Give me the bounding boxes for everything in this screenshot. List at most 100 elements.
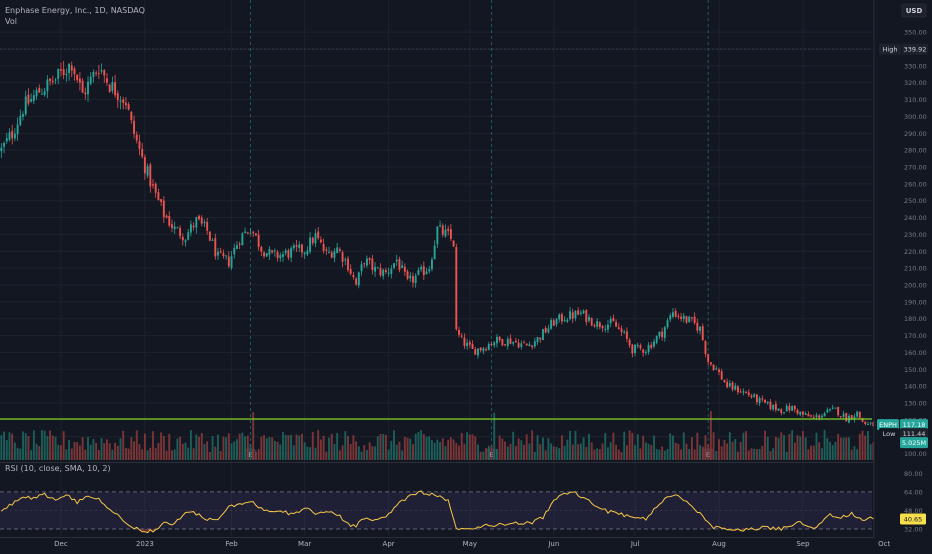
candle-body [195, 217, 198, 228]
candle-body [0, 147, 3, 152]
rsi-value-label: 40.65 [904, 515, 923, 523]
volume-bar [330, 433, 333, 460]
candle-body [225, 255, 228, 257]
time-tick-label: Jun [547, 540, 559, 548]
volume-bar [501, 438, 504, 460]
volume-bar [206, 441, 209, 460]
volume-bar [284, 434, 287, 460]
candle-body [498, 336, 501, 341]
price-tick-label: 230.00 [904, 231, 927, 239]
volume-bar [8, 432, 11, 460]
volume-bar [192, 448, 195, 460]
volume-bar [16, 447, 19, 460]
volume-bar [176, 438, 179, 460]
volume-bar [165, 450, 168, 460]
price-tick-label: 320.00 [904, 79, 927, 87]
candle-body [301, 244, 303, 253]
candle-body [43, 91, 46, 95]
volume-bar [479, 451, 482, 460]
volume-bar [604, 432, 607, 460]
candle-body [726, 381, 729, 388]
candle-body [485, 349, 488, 351]
volume-bar [723, 439, 726, 460]
candle-body [206, 222, 209, 231]
volume-bar [509, 443, 512, 460]
candle-body [41, 93, 43, 95]
volume-bar [51, 435, 54, 460]
volume-bar [793, 442, 796, 460]
volume-bar [92, 438, 95, 460]
volume-bar [571, 444, 574, 460]
time-tick-label: Feb [225, 540, 238, 548]
candle-body [130, 111, 133, 121]
candle-body [682, 315, 685, 320]
candle-body [574, 311, 577, 319]
volume-bar [46, 435, 49, 460]
candle-body [325, 249, 328, 251]
candle-body [244, 231, 247, 233]
volume-bar [230, 443, 233, 460]
time-tick-label: Oct [878, 540, 890, 548]
candle-body [604, 328, 607, 330]
candle-body [295, 245, 298, 247]
candle-body [127, 104, 130, 110]
volume-bar [820, 448, 823, 460]
volume-bar [680, 449, 683, 460]
volume-bar [699, 445, 701, 460]
candle-body [100, 70, 103, 72]
volume-bar [810, 445, 813, 460]
candle-body [804, 413, 807, 415]
candle-body [601, 325, 604, 329]
candle-body [560, 314, 563, 322]
price-tick-label: 290.00 [904, 130, 927, 138]
volume-bar [103, 443, 106, 460]
volume-bar [485, 448, 488, 460]
volume-bar [444, 446, 447, 460]
volume-bar [596, 448, 599, 460]
candle-body [690, 317, 693, 319]
candle-body [642, 349, 645, 353]
volume-bar [455, 443, 458, 460]
price-tick-label: 300.00 [904, 113, 927, 121]
volume-bar [68, 440, 71, 460]
volume-bar [799, 436, 802, 460]
candle-body [783, 412, 785, 414]
volume-bar [772, 448, 775, 460]
time-tick-label: Dec [54, 540, 68, 548]
candle-body [211, 239, 214, 241]
volume-bar [850, 449, 853, 460]
candle-body [252, 231, 255, 233]
candle-body [298, 244, 301, 249]
volume-bar [531, 430, 534, 460]
time-tick-label: Apr [383, 540, 395, 548]
volume-bar [593, 449, 596, 460]
volume-bar [146, 450, 149, 460]
candle-body [22, 114, 24, 117]
volume-bar [712, 432, 715, 460]
candle-body [149, 164, 152, 187]
price-tick-label: 130.00 [904, 399, 927, 407]
volume-bar [615, 444, 618, 460]
volume-bar [0, 435, 3, 460]
candle-body [685, 316, 688, 323]
volume-bar [108, 443, 111, 460]
candle-body [108, 84, 111, 92]
candle-body [742, 391, 745, 393]
price-tick-label: 200.00 [904, 281, 927, 289]
candle-body [371, 258, 374, 270]
volume-bar [861, 430, 864, 460]
volume-bar [560, 435, 563, 460]
candle-body [677, 315, 680, 317]
candle-body [368, 258, 371, 260]
volume-bar [49, 430, 52, 460]
volume-bar [422, 434, 425, 460]
volume-bar [395, 444, 398, 460]
candle-body [35, 90, 38, 97]
volume-bar [460, 433, 463, 460]
volume-bar [682, 432, 685, 460]
candle-body [76, 74, 79, 81]
volume-bar [122, 430, 125, 460]
candle-body [254, 233, 257, 236]
